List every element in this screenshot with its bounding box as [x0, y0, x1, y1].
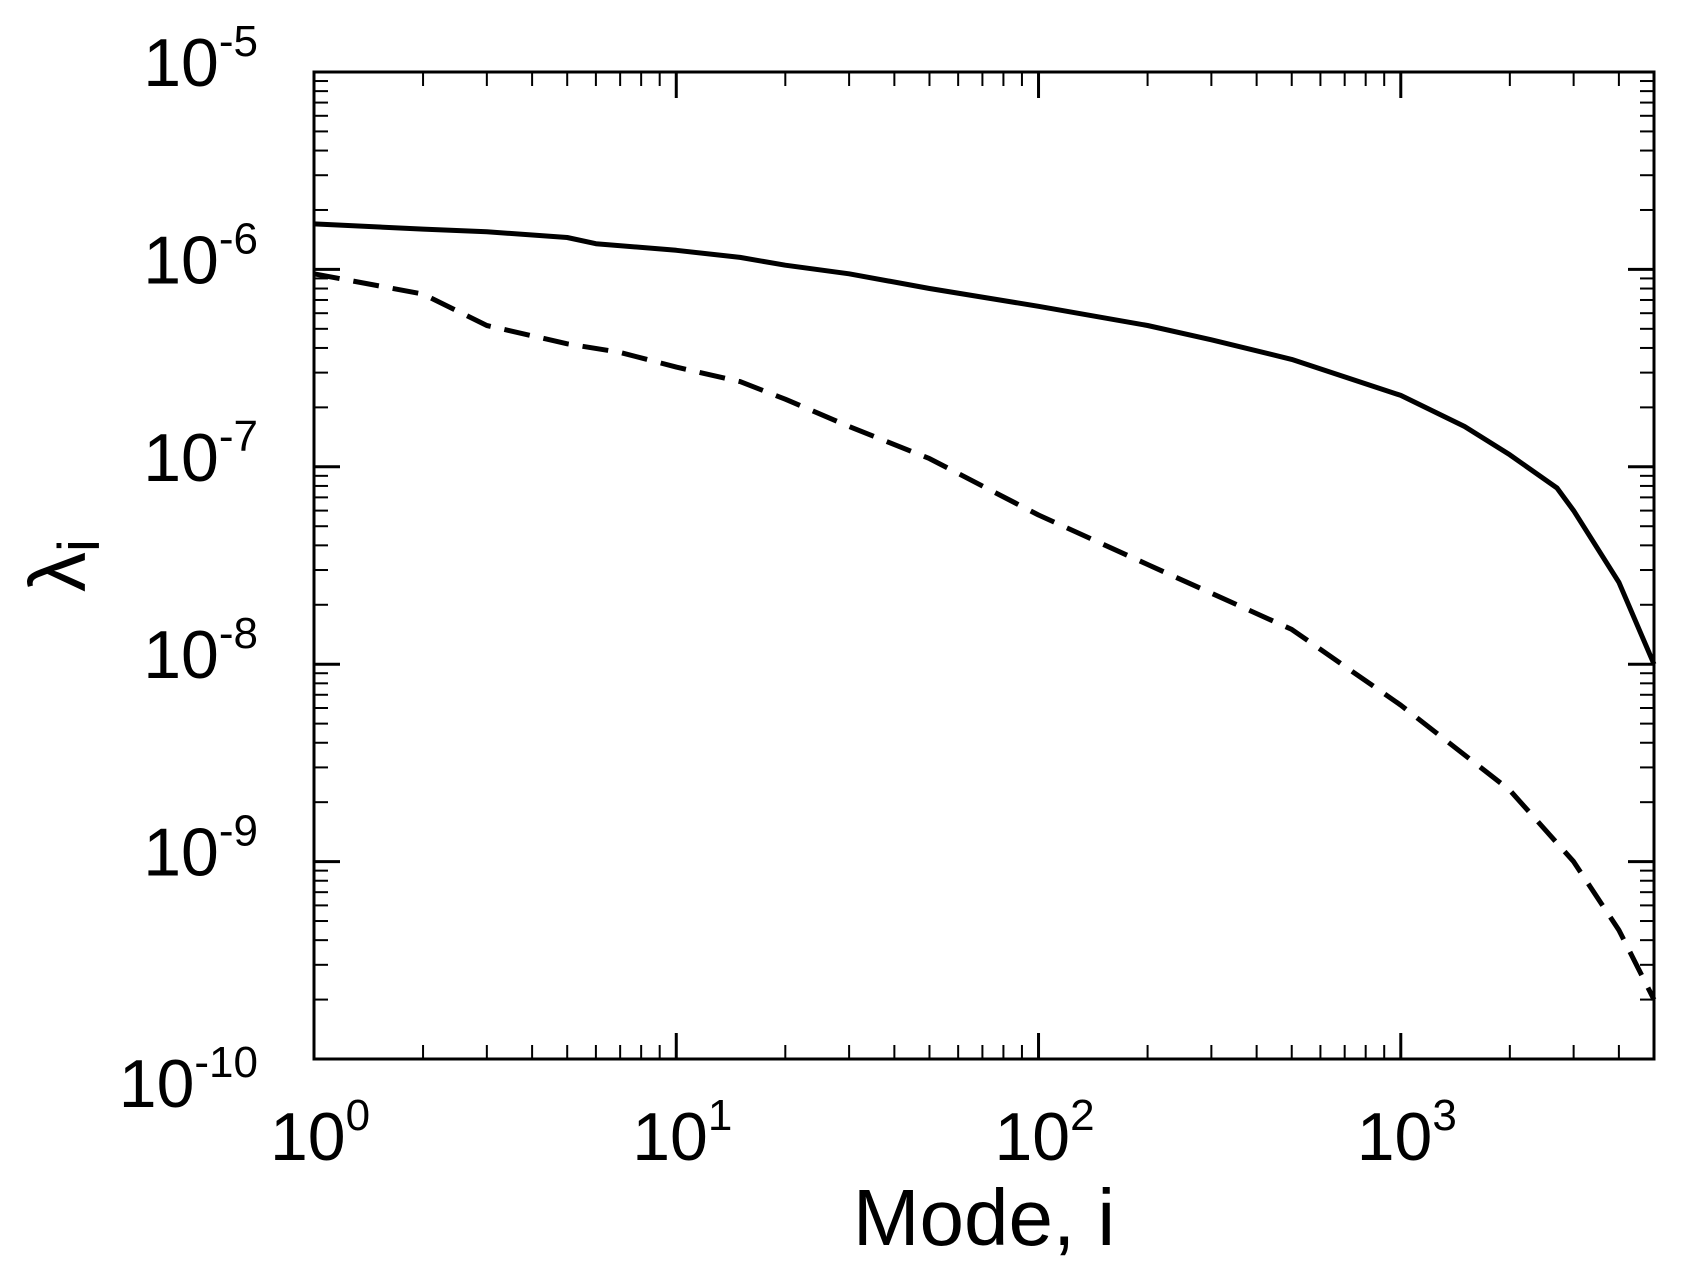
y-axis-label-subscript: i: [47, 539, 112, 552]
y-tick-labels: 10-5 10-6 10-7 10-8 10-9 10-10: [119, 17, 258, 1122]
x-tick-label: 100: [270, 1091, 370, 1175]
x-tick-label: 103: [1357, 1091, 1457, 1175]
series-layer: [313, 221, 1657, 1001]
x-axis-label: Mode, i: [853, 1173, 1115, 1262]
series-solid-line: [313, 221, 1657, 666]
y-axis-label: λi: [13, 539, 112, 592]
x-tick-label: 102: [994, 1091, 1094, 1175]
x-tick-label: 101: [632, 1091, 732, 1175]
y-tick-label: 10-10: [119, 1038, 258, 1122]
y-tick-label: 10-5: [143, 17, 258, 101]
y-tick-label: 10-9: [143, 807, 258, 891]
y-axis-label-symbol: λ: [13, 552, 102, 592]
plot-frame: [312, 70, 1656, 1061]
y-tick-label: 10-6: [143, 214, 258, 298]
svg-text:λi: λi: [13, 539, 112, 592]
minor-ticks: [314, 72, 1655, 1059]
series-dashed-line: [313, 271, 1657, 1001]
y-tick-label: 10-7: [143, 412, 258, 496]
major-ticks: [312, 70, 1654, 1061]
y-tick-label: 10-8: [143, 609, 258, 693]
x-tick-labels: 100 101 102 103: [270, 1091, 1457, 1175]
